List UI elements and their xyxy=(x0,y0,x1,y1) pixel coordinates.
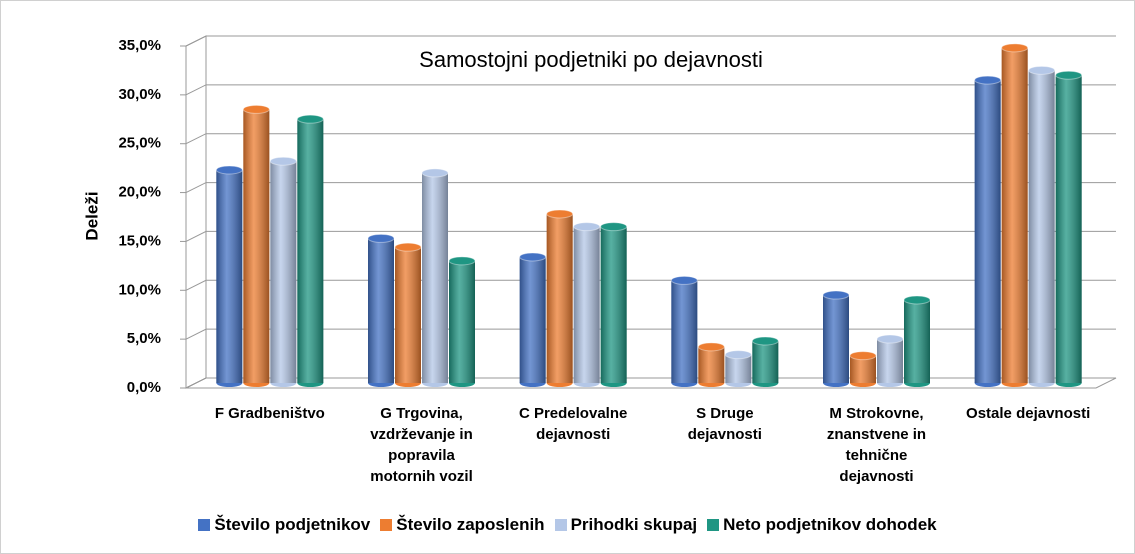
bar-shade xyxy=(752,340,779,383)
legend-swatch xyxy=(380,519,393,531)
bar-top xyxy=(903,295,931,305)
bar-top xyxy=(751,336,779,346)
y-tick-label: 30,0% xyxy=(118,86,161,103)
x-tick-label: Ostale dejavnosti xyxy=(966,405,1091,422)
bar-top xyxy=(573,222,601,232)
bar-shade xyxy=(546,213,573,383)
legend-label: Število podjetnikov xyxy=(214,515,371,534)
y-tick-label: 10,0% xyxy=(118,281,161,298)
chart-title: Samostojni podjetniki po dejavnosti xyxy=(419,47,763,72)
bar-top xyxy=(876,334,904,344)
grid-line xyxy=(185,377,1116,389)
bar-shade xyxy=(698,346,725,383)
legend-swatch xyxy=(707,519,720,531)
legend-item: Neto podjetnikov dohodek xyxy=(707,515,937,535)
bar-top xyxy=(697,342,725,352)
bar-top xyxy=(1028,65,1056,75)
bar-shade xyxy=(904,299,930,383)
bar-shade xyxy=(395,247,421,383)
bar-top xyxy=(421,168,449,178)
legend-label: Prihodki skupaj xyxy=(570,515,698,534)
bar-shade xyxy=(877,339,903,383)
bar-shade xyxy=(449,260,475,383)
bar-top xyxy=(448,256,476,266)
bar-shade xyxy=(850,355,876,383)
grid-line xyxy=(185,133,1116,145)
bar-top xyxy=(367,233,395,243)
bar-top xyxy=(600,222,628,232)
x-tick-label: M Strokovne, znanstvene in tehnične deja… xyxy=(826,405,927,485)
legend-swatch xyxy=(554,519,567,531)
bar-shade xyxy=(1055,75,1082,383)
bar-top xyxy=(974,75,1002,85)
bar-top xyxy=(724,350,752,360)
grid-line xyxy=(185,230,1116,242)
x-tick-label: C Predelovalne dejavnosti xyxy=(518,405,628,443)
back-wall xyxy=(185,35,207,389)
legend-item: Število podjetnikov xyxy=(198,515,370,535)
bar-shade xyxy=(519,256,546,383)
x-tick-label: G Trgovina, vzdrževanje in popravila mot… xyxy=(370,405,473,485)
y-tick-label: 0,0% xyxy=(127,379,161,396)
x-tick-label: F Gradbeništvo xyxy=(214,405,325,422)
bar-top xyxy=(1055,70,1083,80)
bar-top xyxy=(269,156,297,166)
bar-shade xyxy=(297,119,324,384)
y-tick-label: 25,0% xyxy=(118,135,161,152)
legend-label: Neto podjetnikov dohodek xyxy=(723,515,937,534)
bar-shade xyxy=(573,226,600,383)
y-tick-label: 15,0% xyxy=(118,232,161,249)
bar-top xyxy=(242,104,270,114)
y-tick-label: 20,0% xyxy=(118,184,161,201)
legend-label: Število zaposlenih xyxy=(396,515,545,534)
bar-shade xyxy=(1028,70,1055,384)
grid-line xyxy=(185,328,1116,340)
grid-line xyxy=(185,35,1116,47)
x-tick-label: S Druge dejavnosti xyxy=(687,405,762,443)
bar-top xyxy=(1001,43,1029,53)
bar-top xyxy=(394,242,422,252)
y-axis-label: Deleži xyxy=(82,191,101,240)
bar-shade xyxy=(974,80,1001,383)
bar-shade xyxy=(216,169,243,383)
bar-top xyxy=(670,275,698,285)
legend-swatch xyxy=(198,519,211,531)
bar-top xyxy=(519,252,547,262)
bar-top xyxy=(849,351,877,361)
bar-shade xyxy=(600,226,627,383)
grid-line xyxy=(185,182,1116,194)
bar-shade xyxy=(725,354,752,383)
bar-shade xyxy=(1001,47,1028,384)
legend-item: Prihodki skupaj xyxy=(554,515,698,535)
bar-shade xyxy=(422,172,448,383)
bar-top xyxy=(546,209,574,219)
bar-top xyxy=(215,165,243,175)
bar-shade xyxy=(823,295,849,383)
grid-line xyxy=(185,84,1116,96)
bar-shade xyxy=(671,280,698,383)
y-tick-label: 5,0% xyxy=(127,330,161,347)
bar-shade xyxy=(270,161,297,383)
legend-item: Število zaposlenih xyxy=(380,515,545,535)
bar-shade xyxy=(368,238,394,383)
bar-shade xyxy=(243,109,270,384)
bar-top xyxy=(822,290,850,300)
legend: Število podjetnikov Število zaposlenih Pri… xyxy=(1,515,1134,535)
y-tick-label: 35,0% xyxy=(118,37,161,54)
bar-top xyxy=(296,114,324,124)
grid-line xyxy=(185,279,1116,291)
